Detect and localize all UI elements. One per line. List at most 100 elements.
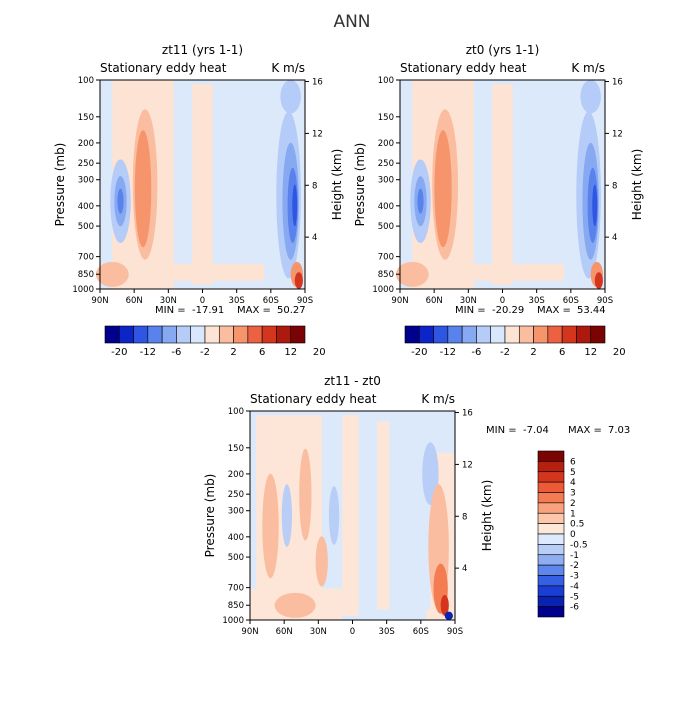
y-axis-title: Pressure (mb) [203, 474, 217, 558]
variable-label: Stationary eddy heat [100, 61, 227, 75]
max-value: 53.44 [577, 305, 606, 316]
colorbar-swatch [537, 502, 565, 514]
colorbar-label: 12 [584, 347, 597, 358]
x-tick-label: 0 [500, 296, 505, 306]
max-label: MAX = [237, 305, 271, 316]
colorbar-label: 5 [570, 468, 576, 478]
y-tick-label: 1000 [222, 616, 244, 626]
colorbar-swatch [537, 595, 565, 607]
colorbar-label: -6 [171, 347, 181, 358]
max-value: 7.03 [608, 425, 630, 436]
x-tick-label: 30N [160, 296, 177, 306]
field-contour [95, 261, 129, 287]
y-tick-label: 300 [78, 176, 94, 186]
field-shading [492, 84, 513, 285]
min-value: -17.91 [192, 305, 224, 316]
field-contour [315, 536, 328, 587]
y-axis-right-title: Height (km) [480, 480, 494, 551]
colorbar-swatch [161, 325, 177, 344]
units-label: K m/s [271, 61, 305, 75]
colorbar-swatch [537, 606, 565, 618]
colorbar-label: -2 [570, 561, 579, 571]
colorbar-swatch [290, 325, 306, 344]
x-tick-label: 60S [563, 296, 579, 306]
x-tick-label: 0 [350, 627, 355, 637]
colorbar-swatch [418, 325, 434, 344]
colorbar-label: -1 [570, 551, 579, 561]
colorbar-label: -12 [440, 347, 456, 358]
y-tick-label: 150 [228, 444, 244, 454]
colorbar-label: 6 [570, 457, 576, 467]
colorbar-label: -20 [411, 347, 427, 358]
colorbar-swatch [537, 481, 565, 493]
y-tick-label: 400 [378, 202, 394, 212]
x-tick-label: 90S [297, 296, 313, 306]
colorbar-swatch [147, 325, 163, 344]
min-label: MIN = [455, 305, 486, 316]
y-tick-label: 850 [378, 270, 394, 280]
y-tick-label: 100 [228, 407, 244, 417]
colorbar-swatch [118, 325, 134, 344]
colorbar-swatch [537, 492, 565, 504]
colorbar-swatch [537, 512, 565, 524]
y-tick-label: 500 [228, 553, 244, 563]
colorbar-label: -20 [111, 347, 127, 358]
field-contour [417, 188, 424, 214]
max-value: 50.27 [277, 305, 306, 316]
plot-panel: zt11 - zt0 Stationary eddy heat K m/s Press… [203, 374, 630, 637]
max-label: MAX = [568, 425, 602, 436]
field-contour [294, 272, 303, 290]
colorbar-label: 2 [530, 347, 536, 358]
colorbar-swatch [537, 461, 565, 473]
colorbar-label: -6 [570, 603, 579, 613]
field-shading [409, 411, 431, 610]
figure-title: ANN [333, 12, 370, 32]
y-tick-label: 250 [228, 490, 244, 500]
y-tick-label: 300 [378, 176, 394, 186]
colorbar-swatch [476, 325, 492, 344]
colorbar-label: 0 [570, 530, 576, 540]
colorbar-label: 3 [570, 489, 576, 499]
colorbar-swatch [218, 325, 234, 344]
x-tick-label: 0 [200, 296, 205, 306]
units-label: K m/s [421, 392, 455, 406]
y-tick-label: 700 [378, 253, 394, 263]
y-right-tick-label: 16 [312, 78, 323, 88]
colorbar-label: 6 [259, 347, 265, 358]
x-tick-label: 30S [379, 627, 395, 637]
colorbar-swatch [537, 471, 565, 483]
y-tick-label: 250 [78, 159, 94, 169]
colorbar-label: -2 [500, 347, 510, 358]
plot-panel: zt0 (yrs 1-1) Stationary eddy heat K m/s Pr… [353, 43, 644, 358]
y-tick-label: 1000 [372, 285, 394, 295]
colorbar-label: 0.5 [570, 520, 584, 530]
min-value: -20.29 [492, 305, 524, 316]
field-contour [440, 594, 449, 616]
variable-label: Stationary eddy heat [400, 61, 527, 75]
colorbar-swatch [133, 325, 149, 344]
y-tick-label: 850 [228, 601, 244, 611]
field-shading [377, 421, 390, 610]
field-contour [422, 442, 439, 506]
y-axis-right-title: Height (km) [630, 149, 644, 220]
y-right-tick-label: 8 [612, 181, 617, 191]
colorbar-swatch [233, 325, 249, 344]
field-contour [395, 261, 429, 287]
y-axis-right-title: Height (km) [330, 149, 344, 220]
y-axis-title: Pressure (mb) [53, 143, 67, 227]
field-contour [262, 473, 279, 579]
colorbar-swatch [433, 325, 449, 344]
x-tick-label: 60N [276, 627, 293, 637]
colorbar-swatch [561, 325, 577, 344]
colorbar-label: -4 [570, 582, 579, 592]
y-right-tick-label: 8 [462, 512, 467, 522]
field-contour [117, 188, 124, 214]
field-contour [292, 184, 298, 227]
y-right-tick-label: 12 [612, 129, 623, 139]
colorbar-label: 6 [559, 347, 565, 358]
x-tick-label: 30S [229, 296, 245, 306]
panel-title: zt11 - zt0 [324, 374, 381, 388]
colorbar-label: 12 [284, 347, 297, 358]
